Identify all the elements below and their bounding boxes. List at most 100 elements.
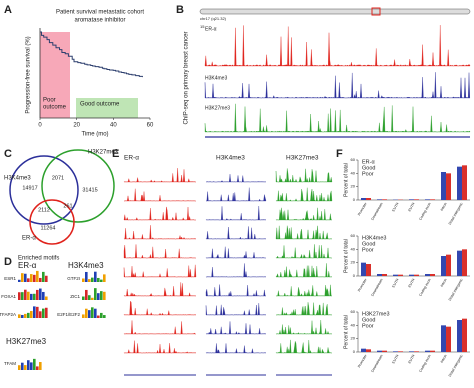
signal [275, 207, 333, 221]
bar [361, 262, 366, 276]
d-title: Enriched motifs [18, 256, 59, 262]
x-tick-label: 60 [147, 123, 154, 129]
bar [457, 320, 462, 352]
poor-shade [40, 32, 70, 118]
motif-logo [21, 273, 24, 282]
legend-entry: Poor [362, 247, 374, 253]
signal [205, 246, 266, 259]
x-tick-label: 0 [38, 123, 42, 129]
bar [462, 165, 467, 200]
venn-count: 2112 [38, 207, 50, 213]
venn-er [29, 199, 75, 245]
motif-name: TFAM [4, 361, 16, 366]
signal [205, 343, 267, 354]
motif-logo [36, 270, 39, 282]
motif-logo [30, 362, 33, 370]
motif-logo [97, 293, 100, 300]
panel-label: B [176, 4, 184, 16]
y-tick-label: 60 [351, 233, 356, 238]
bar [393, 274, 398, 276]
set-label: H3K27me3 [88, 150, 119, 156]
bar [462, 249, 467, 276]
bar [446, 326, 451, 352]
signal [204, 103, 471, 133]
track-label: ER-α [205, 26, 217, 32]
x-tick-label: Downstream [370, 202, 383, 221]
x-tick-label: 3'UTR [407, 278, 416, 289]
venn-h3k4me3 [9, 155, 79, 225]
motif-logo [33, 306, 36, 318]
bar [441, 325, 446, 352]
signal [275, 263, 333, 278]
signal [123, 340, 197, 354]
x-tick-label: Coding exon [418, 278, 431, 297]
signal [205, 303, 267, 316]
bar [457, 166, 462, 200]
motif-logo [33, 358, 36, 370]
motif-logo [27, 360, 30, 370]
motif-logo [24, 289, 27, 300]
legend-title: ER-α [362, 159, 375, 165]
motif-logo [85, 289, 88, 300]
locus: chr17 (q21.32) [200, 16, 227, 21]
x-tick-label: Downstream [370, 354, 383, 373]
motif-logo [33, 274, 36, 282]
motif-logo [91, 297, 94, 300]
motif-name: ESR1 [4, 276, 16, 281]
motif-logo [36, 366, 39, 370]
bar [457, 250, 462, 276]
y-tick-label: 60 [351, 157, 356, 162]
bar [441, 172, 446, 200]
motif-name: ZIC1 [70, 294, 80, 299]
group-label: H3K4me3 [68, 261, 104, 270]
motif-logo [39, 277, 42, 282]
y-tick-label: 0 [353, 273, 356, 278]
bar [430, 199, 435, 200]
y-tick-label: 60 [351, 309, 356, 314]
signal [204, 25, 471, 67]
motif-logo [88, 279, 91, 282]
x-tick-label: 5'UTR [391, 278, 400, 289]
x-tick-label: Coding exon [418, 354, 431, 373]
motif-logo [42, 271, 45, 282]
motif-name: FOXA1 [1, 294, 16, 299]
signal [123, 264, 197, 278]
group-label: H3K27me3 [6, 337, 47, 346]
signal [123, 320, 196, 335]
good-shade [76, 98, 138, 118]
bar [377, 350, 382, 352]
x-tick-label: Intron [440, 278, 448, 288]
set-label: H3K4me3 [4, 176, 31, 182]
track-label: H3K4me3 [216, 155, 245, 162]
x-tick-label: 5'UTR [391, 202, 400, 213]
ideogram [199, 8, 471, 15]
y-tick-label: 0 [353, 197, 356, 202]
signal [205, 187, 267, 202]
panel-label: C [4, 148, 12, 160]
motif-logo [100, 279, 103, 282]
bar [414, 274, 419, 276]
motif-logo [33, 293, 36, 300]
y-tick-label: 20 [351, 336, 356, 341]
motif-logo [45, 275, 48, 282]
signal [275, 284, 333, 297]
motif-logo [18, 314, 21, 318]
annotation: Poor [43, 98, 56, 104]
bar [446, 254, 451, 276]
motif-logo [24, 273, 27, 282]
x-tick-label: 3'UTR [407, 354, 416, 365]
x-tick-label: Distal intergenic [448, 278, 464, 302]
signal [275, 319, 333, 335]
signal [123, 188, 196, 202]
motif-logo [45, 307, 48, 318]
bar [398, 274, 403, 276]
motif-logo [24, 313, 27, 318]
bar [414, 199, 419, 200]
motif-name: TFAP2A [0, 312, 16, 317]
x-tick-label: Coding exon [418, 202, 431, 221]
panel-label: F [336, 148, 343, 160]
motif-name: GTF2I [67, 276, 80, 281]
motif-logo [30, 293, 33, 300]
legend-entry: Good [362, 241, 375, 247]
